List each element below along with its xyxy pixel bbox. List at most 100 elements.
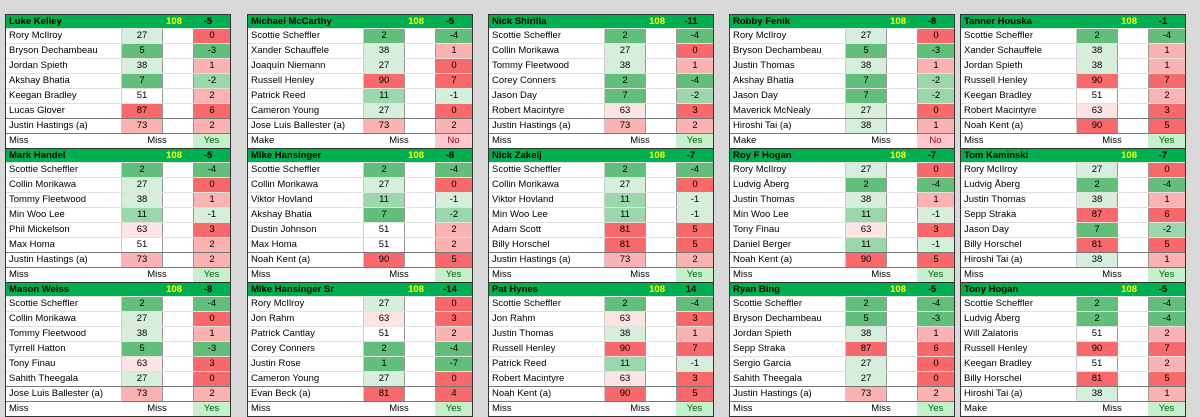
player-name: Min Woo Lee [733, 209, 789, 220]
player-points: 0 [436, 59, 472, 73]
blank-cell [404, 253, 436, 267]
blank-cell [1117, 74, 1149, 88]
player-row: Billy Horschel 81 5 [489, 237, 713, 252]
cut-correct-badge: Yes [676, 402, 713, 416]
player-name: Collin Morikawa [492, 45, 560, 56]
blank-cell [162, 238, 194, 252]
card-footer: Miss Miss Yes [489, 267, 713, 282]
blank-cell [886, 223, 918, 237]
player-row: Jason Day 7 -2 [961, 222, 1185, 237]
player-row: Cameron Young 27 0 [248, 371, 472, 386]
card-footer: Miss Miss Yes [730, 267, 954, 282]
player-rank: 51 [1076, 327, 1117, 341]
player-row: Justin Hastings (a) 73 2 [730, 386, 954, 401]
cut-result: Miss [389, 403, 409, 414]
blank-cell [886, 342, 918, 356]
player-points: 1 [194, 59, 230, 73]
player-row: Keegan Bradley 51 2 [961, 88, 1185, 103]
player-points: -1 [194, 208, 230, 222]
player-points: 2 [194, 119, 230, 133]
player-points: 2 [194, 238, 230, 252]
player-rank: 2 [121, 163, 162, 177]
blank-cell [886, 297, 918, 311]
player-points: 1 [194, 193, 230, 207]
player-rank: 63 [604, 104, 645, 118]
player-rank: 2 [1076, 312, 1117, 326]
team-name: Tanner Houska [964, 16, 1032, 27]
player-points: -3 [918, 312, 954, 326]
team-name: Roy F Hogan [733, 150, 792, 161]
player-name: Scottie Scheffler [964, 298, 1034, 309]
player-points: 3 [1149, 104, 1185, 118]
player-rank: 27 [845, 163, 886, 177]
blank-cell [1117, 29, 1149, 43]
player-name: Rory McIlroy [733, 164, 787, 175]
blank-cell [162, 119, 194, 133]
player-row: Sepp Straka 87 6 [730, 341, 954, 356]
player-rank: 51 [121, 89, 162, 103]
cut-pick: Miss [964, 135, 984, 146]
team-position: 14 [685, 284, 697, 295]
player-row: Noah Kent (a) 90 5 [489, 386, 713, 401]
player-row: Scottie Scheffler 2 -4 [489, 28, 713, 43]
player-row: Robert Macintyre 63 3 [961, 103, 1185, 118]
player-row: Max Homa 51 2 [6, 237, 230, 252]
player-rank: 63 [363, 312, 404, 326]
player-rank: 5 [845, 44, 886, 58]
player-name: Scottie Scheffler [251, 30, 321, 41]
blank-cell [162, 193, 194, 207]
player-row: Keegan Bradley 51 2 [961, 356, 1185, 371]
player-row: Bryson Dechambeau 5 -3 [730, 43, 954, 58]
player-rank: 11 [121, 208, 162, 222]
player-name: Jose Luis Ballester (a) [251, 120, 345, 131]
player-points: -4 [918, 297, 954, 311]
player-name: Hiroshi Tai (a) [964, 388, 1023, 399]
cut-result: Miss [871, 135, 891, 146]
player-row: Scottie Scheffler 2 -4 [489, 296, 713, 311]
player-points: -2 [918, 74, 954, 88]
player-rank: 27 [363, 59, 404, 73]
player-row: Jason Day 7 -2 [489, 88, 713, 103]
player-row: Will Zalatoris 51 2 [961, 326, 1185, 341]
player-rank: 63 [604, 312, 645, 326]
player-name: Phil Mickelson [9, 224, 70, 235]
cut-pick: Miss [492, 269, 512, 280]
player-rank: 73 [121, 119, 162, 133]
player-rank: 73 [604, 253, 645, 267]
player-points: 2 [436, 119, 472, 133]
player-name: Russell Henley [964, 75, 1028, 86]
player-points: 1 [918, 327, 954, 341]
cut-pick: Make [964, 403, 988, 414]
player-row: Evan Beck (a) 81 4 [248, 386, 472, 401]
player-name: Russell Henley [251, 75, 315, 86]
blank-cell [886, 29, 918, 43]
cut-result: Miss [1102, 269, 1122, 280]
team-total: 108 [408, 284, 424, 295]
player-name: Collin Morikawa [251, 179, 319, 190]
player-name: Rory McIlroy [9, 30, 63, 41]
blank-cell [404, 119, 436, 133]
player-row: Patrick Reed 11 -1 [248, 88, 472, 103]
player-rank: 38 [604, 59, 645, 73]
player-rank: 38 [121, 327, 162, 341]
player-points: 1 [1149, 59, 1185, 73]
player-rank: 27 [121, 312, 162, 326]
blank-cell [645, 223, 677, 237]
cut-pick: Miss [492, 135, 512, 146]
player-rank: 63 [845, 223, 886, 237]
cut-pick: Miss [733, 403, 753, 414]
team-name: Mason Weiss [9, 284, 70, 295]
team-name: Luke Kelley [9, 16, 62, 27]
player-row: Collin Morikawa 27 0 [489, 43, 713, 58]
blank-cell [404, 59, 436, 73]
player-rank: 27 [845, 104, 886, 118]
player-points: -1 [436, 89, 472, 103]
player-name: Jason Day [492, 90, 537, 101]
player-rank: 5 [121, 342, 162, 356]
player-points: 7 [1149, 74, 1185, 88]
player-points: -2 [436, 208, 472, 222]
player-points: 7 [677, 342, 713, 356]
player-points: -2 [918, 89, 954, 103]
player-row: Sahith Theegala 27 0 [6, 371, 230, 386]
player-rank: 38 [845, 327, 886, 341]
